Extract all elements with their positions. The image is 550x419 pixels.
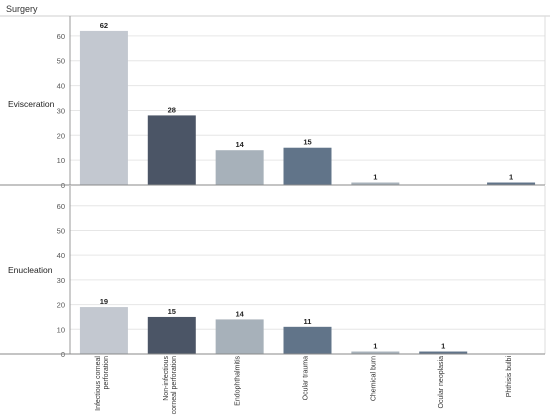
facet-label-enucleation: Enucleation	[8, 265, 53, 275]
y-tick-label-enucleation: 60	[57, 202, 65, 211]
x-tick-label-line: Chemical burn	[370, 356, 377, 401]
x-tick-label-2: Endophthalmitis	[235, 356, 242, 406]
data-label-evisceration-4: 1	[373, 173, 377, 182]
x-tick-label-line: Endophthalmitis	[235, 356, 242, 406]
bar-evisceration-4	[351, 182, 400, 185]
y-tick-label-evisceration: 20	[57, 131, 65, 140]
y-tick-label-evisceration: 50	[57, 57, 65, 66]
data-label-enucleation-1: 15	[168, 307, 176, 316]
bar-evisceration-6	[487, 182, 536, 185]
x-tick-label-0: Infectious cornealperforation	[95, 356, 110, 411]
data-label-enucleation-5: 1	[441, 342, 445, 351]
data-label-evisceration-3: 15	[303, 138, 311, 147]
x-tick-label-3: Ocular trauma	[303, 356, 310, 400]
x-tick-label-6: Phthisis bulbi	[506, 356, 513, 398]
header-title: Surgery	[6, 4, 38, 14]
y-tick-label-enucleation: 40	[57, 251, 65, 260]
bar-enucleation-5	[419, 351, 468, 354]
data-label-evisceration-0: 62	[100, 21, 108, 30]
x-tick-label-line: perforation	[103, 356, 110, 390]
bar-enucleation-2	[215, 319, 264, 354]
x-tick-label-4: Chemical burn	[370, 356, 377, 401]
y-tick-label-evisceration: 30	[57, 106, 65, 115]
y-tick-label-enucleation: 50	[57, 226, 65, 235]
x-tick-label-line: corneal perforation	[171, 356, 178, 414]
x-tick-label-line: Ocular neoplasia	[438, 356, 445, 409]
bar-enucleation-4	[351, 351, 400, 354]
y-tick-label-enucleation: 10	[57, 325, 65, 334]
bar-evisceration-3	[283, 147, 332, 185]
y-tick-label-evisceration: 60	[57, 32, 65, 41]
x-tick-label-line: Infectious corneal	[95, 356, 102, 411]
facet-label-evisceration: Evisceration	[8, 99, 55, 109]
x-tick-label-line: Ocular trauma	[303, 356, 310, 400]
y-tick-label-enucleation: 20	[57, 301, 65, 310]
data-label-evisceration-6: 1	[509, 173, 513, 182]
data-label-evisceration-1: 28	[168, 105, 176, 114]
data-label-enucleation-0: 19	[100, 297, 108, 306]
bar-evisceration-2	[215, 150, 264, 185]
y-tick-label-enucleation: 30	[57, 276, 65, 285]
x-tick-label-1: Non-infectiouscorneal perforation	[163, 356, 178, 415]
bar-enucleation-0	[79, 307, 128, 354]
x-tick-label-line: Phthisis bulbi	[506, 356, 513, 398]
x-tick-label-5: Ocular neoplasia	[438, 356, 445, 409]
data-label-enucleation-2: 14	[235, 309, 244, 318]
bar-evisceration-1	[147, 115, 196, 185]
data-label-enucleation-3: 11	[304, 317, 312, 326]
y-tick-label-evisceration: 10	[57, 156, 65, 165]
x-tick-label-line: Non-infectious	[163, 356, 170, 401]
data-label-evisceration-2: 14	[235, 140, 244, 149]
y-tick-label-evisceration: 40	[57, 82, 65, 91]
bar-enucleation-1	[147, 316, 196, 354]
bar-enucleation-3	[283, 326, 332, 354]
data-label-enucleation-4: 1	[373, 342, 377, 351]
bar-evisceration-0	[79, 30, 128, 186]
